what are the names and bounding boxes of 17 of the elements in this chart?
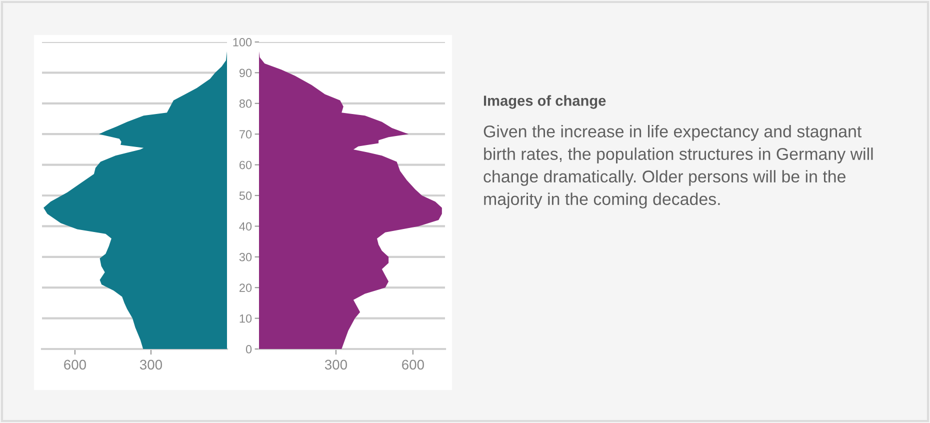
y-tick-label: 100 [233,38,252,46]
y-tick-label: 60 [240,160,252,170]
y-tick-label: 0 [246,345,252,354]
text: Images of change [484,95,606,109]
y-tick-label: 90 [239,68,252,78]
x-tick-label: 600 [64,360,86,370]
y-tick-label: 10 [240,314,252,323]
y-tick-label: 30 [239,252,252,262]
x-tick-label: 300 [140,360,162,370]
y-tick-label: 20 [240,284,252,292]
y-tick-label: 80 [239,99,252,108]
y-tick-label: 70 [240,130,252,138]
x-tick-label: 600 [402,360,424,370]
y-tick-label: 40 [239,222,252,231]
y-tick-label: 50 [239,192,252,200]
text: Given the increase in life expectancy and stagnant birth rates, the population structures in Germany will change dramatically. Older persons will be in the majority in the coming decades. [484,125,873,208]
x-tick-label: 300 [324,360,348,370]
